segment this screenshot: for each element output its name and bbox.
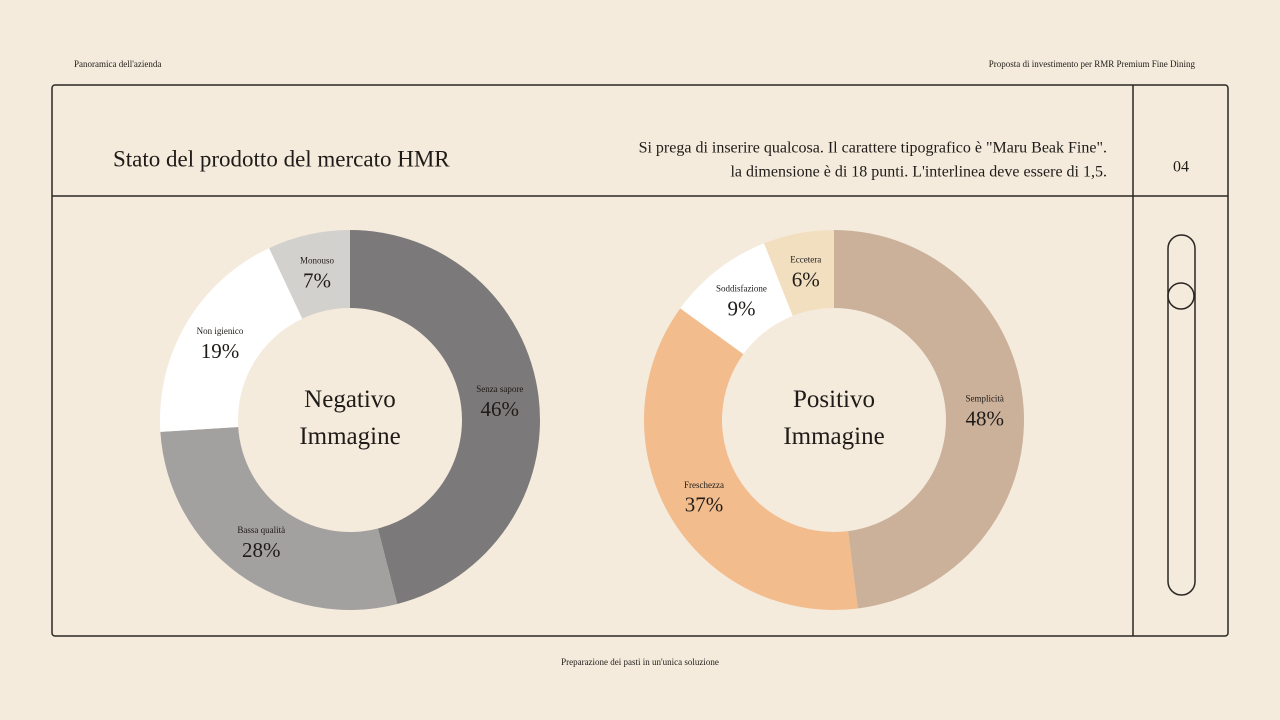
description: la dimensione è di 18 punti. L'interline… [730, 164, 1107, 181]
center-label: Negativo [304, 386, 396, 413]
slice-value: 7% [303, 268, 331, 292]
slice-value: 9% [727, 296, 755, 320]
slice-label: Semplicità [965, 394, 1004, 404]
pie-slice [764, 230, 834, 316]
pie-slice [834, 230, 1025, 609]
pie-slice [160, 248, 303, 432]
header-right: Proposta di investimento per RMR Premium… [989, 59, 1196, 69]
scroll-thumb[interactable] [1167, 282, 1195, 310]
slice-label: Non igienico [197, 326, 244, 336]
center-label: Immagine [783, 423, 884, 450]
frame [51, 84, 1229, 637]
slice-value: 46% [481, 397, 520, 421]
slice-value: 37% [685, 493, 724, 517]
description: Si prega di inserire qualcosa. Il caratt… [639, 140, 1107, 157]
slice-value: 6% [792, 267, 820, 291]
pie-slice [644, 308, 858, 610]
pie-slice [350, 230, 541, 605]
slide-title: Stato del prodotto del mercato HMR [113, 146, 450, 171]
slice-label: Eccetera [790, 255, 821, 265]
slice-value: 48% [965, 406, 1004, 430]
slice-label: Bassa qualità [237, 525, 285, 535]
slice-label: Monouso [300, 256, 335, 266]
page-number: 04 [1173, 159, 1189, 176]
slice-label: Soddisfazione [716, 284, 767, 294]
pie-slice [160, 427, 398, 610]
scrollbar[interactable] [1167, 234, 1196, 596]
header-left: Panoramica dell'azienda [74, 59, 161, 69]
slice-value: 28% [242, 538, 281, 562]
footer: Preparazione dei pasti in un'unica soluz… [561, 657, 719, 667]
pie-slice [269, 230, 350, 319]
slice-label: Freschezza [684, 480, 724, 490]
center-label: Positivo [793, 386, 875, 413]
pie-slice [680, 243, 793, 355]
center-label: Immagine [299, 423, 400, 450]
slice-value: 19% [201, 339, 240, 363]
slice-label: Senza sapore [476, 384, 523, 394]
